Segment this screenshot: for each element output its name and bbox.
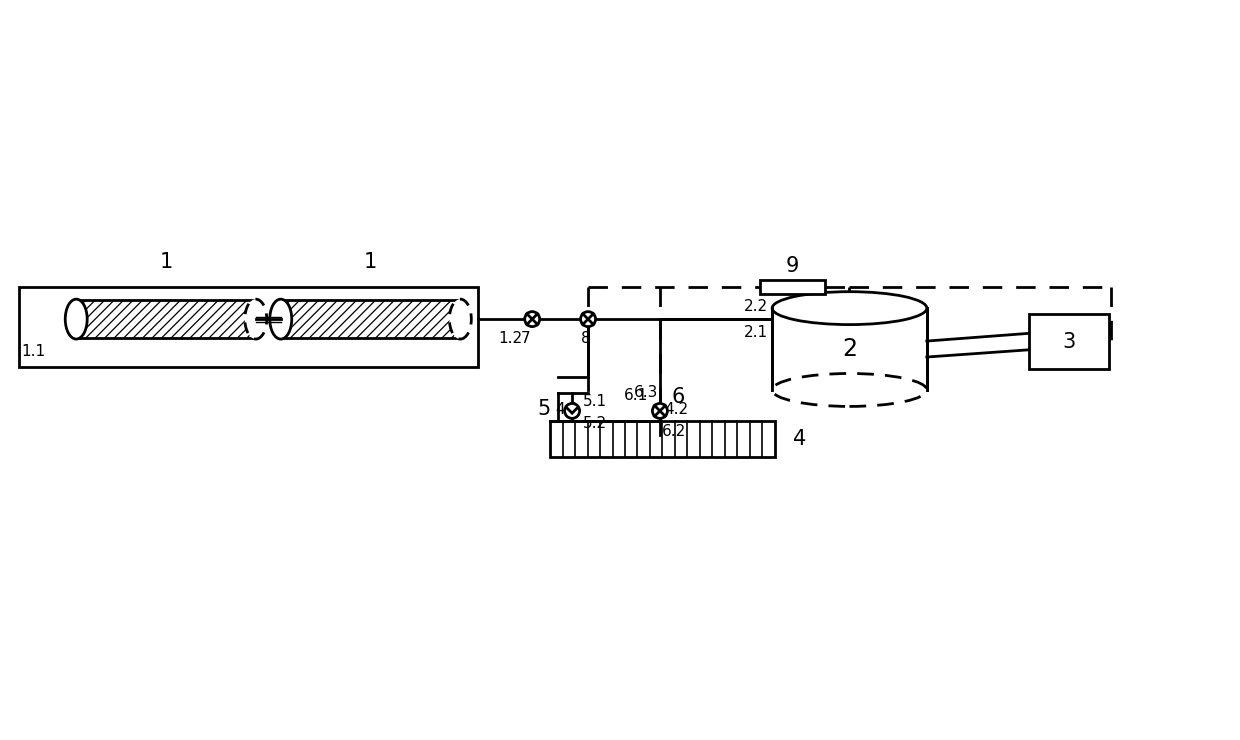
Bar — [551, 421, 775, 457]
Text: 1.2: 1.2 — [498, 331, 523, 346]
Bar — [76, 300, 255, 338]
Ellipse shape — [66, 299, 87, 339]
Text: 8: 8 — [582, 331, 591, 346]
Text: 2: 2 — [842, 337, 857, 361]
Ellipse shape — [773, 292, 926, 325]
Bar — [1029, 314, 1109, 369]
Text: 1: 1 — [160, 252, 172, 272]
Text: 5.2: 5.2 — [583, 416, 606, 431]
Text: 4: 4 — [792, 429, 806, 449]
Text: 6: 6 — [671, 387, 684, 407]
Circle shape — [525, 312, 539, 326]
Circle shape — [564, 403, 579, 418]
Bar — [773, 308, 926, 390]
Text: 2.2: 2.2 — [744, 299, 768, 314]
Text: 6.2: 6.2 — [662, 424, 686, 440]
Text: 5: 5 — [537, 399, 551, 419]
Ellipse shape — [773, 374, 926, 406]
Text: 1: 1 — [363, 252, 377, 272]
Text: 7: 7 — [521, 331, 531, 346]
Text: 1.1: 1.1 — [21, 344, 46, 359]
Ellipse shape — [449, 299, 471, 339]
Text: 9: 9 — [785, 256, 799, 276]
Ellipse shape — [244, 299, 267, 339]
Text: 3: 3 — [1063, 332, 1075, 351]
Text: 4.1: 4.1 — [556, 402, 579, 417]
Text: 6.1: 6.1 — [624, 388, 649, 403]
Text: 6.3: 6.3 — [634, 386, 658, 400]
Circle shape — [652, 403, 667, 418]
Circle shape — [580, 312, 595, 326]
Bar — [20, 287, 479, 367]
Text: 5.1: 5.1 — [583, 394, 606, 409]
Ellipse shape — [270, 299, 291, 339]
Bar — [760, 280, 825, 295]
Bar — [280, 300, 460, 338]
Text: 2.1: 2.1 — [744, 325, 768, 340]
Text: 4.2: 4.2 — [663, 402, 688, 417]
